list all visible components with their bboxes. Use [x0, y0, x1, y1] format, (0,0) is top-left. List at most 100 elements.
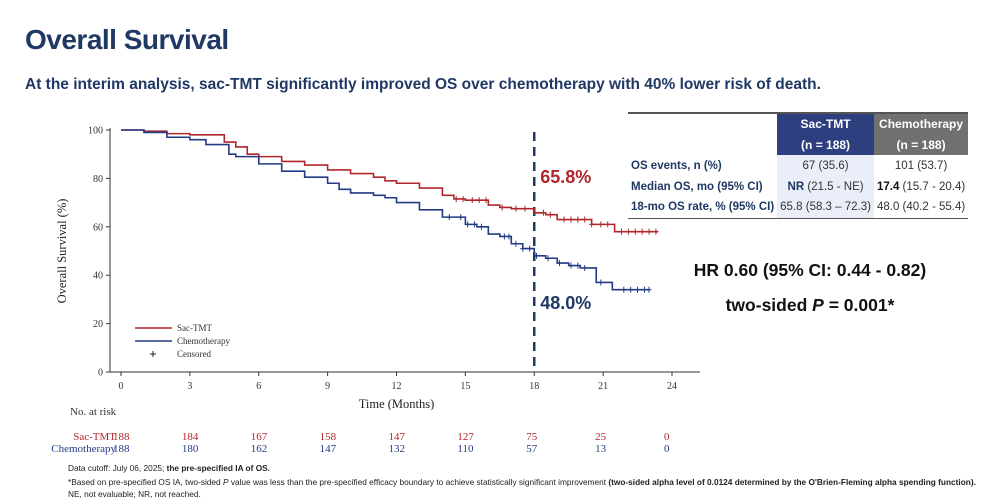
- header-sac-n: (n = 188): [777, 134, 874, 155]
- censor-mark: [501, 233, 507, 240]
- risk-count: 57: [526, 443, 538, 455]
- chemo-value: 101 (53.7): [874, 155, 968, 176]
- censor-mark: [513, 240, 519, 247]
- os-summary-table: Sac-TMT Chemotherapy (n = 188) (n = 188) O…: [628, 112, 969, 219]
- table-row: OS events, n (%) 67 (35.6) 101 (53.7): [628, 155, 968, 176]
- sac-value: 67 (35.6): [777, 155, 874, 176]
- censor-mark: [465, 221, 471, 228]
- risk-count: 0: [664, 431, 670, 443]
- sac-text: 67 (35.6): [802, 159, 849, 172]
- y-tick-label: 20: [93, 319, 103, 330]
- censor-mark: [653, 228, 659, 235]
- risk-row-label: Sac-TMT: [73, 431, 116, 443]
- censor-mark: [472, 221, 478, 228]
- censor-mark: [522, 205, 528, 212]
- x-tick-label: 21: [598, 381, 608, 392]
- fn-b: the pre-specified IA of OS.: [166, 463, 270, 473]
- censor-mark: [527, 245, 533, 252]
- censor-mark: [446, 214, 452, 221]
- y-tick-label: 0: [98, 368, 103, 379]
- footnote-p: *Based on pre-specified OS IA, two-sided…: [68, 477, 976, 487]
- risk-title: No. at risk: [70, 406, 117, 418]
- censor-mark: [628, 286, 634, 293]
- x-tick-label: 6: [256, 381, 261, 392]
- censor-mark: [598, 279, 604, 286]
- legend-label: Censored: [177, 349, 211, 359]
- km-curve-sac: [121, 129, 659, 233]
- risk-count: 0: [664, 443, 670, 455]
- censor-mark: [506, 233, 512, 240]
- fn-c: (two-sided alpha level of 0.0124 determi…: [608, 477, 976, 487]
- p-italic: P: [812, 295, 824, 315]
- censor-mark: [561, 216, 567, 223]
- page-subtitle: At the interim analysis, sac-TMT signifi…: [25, 76, 821, 93]
- sac-text: (21.5 - NE): [804, 180, 864, 193]
- censor-mark: [458, 214, 464, 221]
- chemo-value: 17.4 (15.7 - 20.4): [874, 176, 968, 197]
- censor-mark: [598, 221, 604, 228]
- censor-mark: [545, 255, 551, 262]
- chemo-bold: 17.4: [876, 180, 900, 193]
- y-tick-label: 40: [93, 271, 103, 282]
- x-tick-label: 24: [667, 381, 677, 392]
- censor-mark: [547, 211, 553, 218]
- censor-mark: [646, 228, 652, 235]
- censor-mark: [639, 228, 645, 235]
- censor-mark: [641, 286, 647, 293]
- censor-mark: [618, 228, 624, 235]
- km-chart: 0 3 6 9 12 15 18 21 24 0 20 40 60 80 100 Time (Months) O…: [55, 126, 700, 410]
- table-row: Median OS, mo (95% CI) NR (21.5 - NE) 17…: [628, 176, 968, 197]
- censor-mark: [635, 286, 641, 293]
- risk-count: 13: [595, 443, 607, 455]
- x-axis-label: Time (Months): [359, 397, 435, 410]
- risk-count: 188: [113, 431, 130, 443]
- sac-bold: NR: [787, 180, 805, 193]
- censor-mark: [582, 264, 588, 271]
- risk-count: 188: [113, 443, 130, 455]
- row-label: Median OS, mo (95% CI): [631, 180, 763, 193]
- censor-mark: [625, 228, 631, 235]
- header-chemo-n: (n = 188): [873, 134, 969, 155]
- censor-mark: [605, 221, 611, 228]
- legend-label: Chemotherapy: [177, 336, 230, 346]
- fn-b: value was less than the pre-specified ef…: [228, 477, 609, 487]
- risk-count: 158: [319, 431, 337, 443]
- p-post: = 0.001*: [823, 295, 895, 315]
- censor-mark: [582, 216, 588, 223]
- risk-count: 147: [319, 443, 337, 455]
- risk-count: 147: [388, 431, 406, 443]
- censor-mark: [483, 197, 489, 204]
- legend-censor-icon: [150, 351, 156, 357]
- sac-text: 65.8 (58.3 – 72.3): [780, 201, 871, 214]
- censor-mark: [568, 216, 574, 223]
- y-tick-label: 80: [93, 174, 103, 185]
- censor-mark: [499, 204, 505, 211]
- chemo-text: 101 (53.7): [894, 159, 948, 172]
- censor-mark: [568, 262, 574, 269]
- x-tick-label: 18: [529, 381, 539, 392]
- fn-a: *Based on pre-specified OS IA, two-sided: [68, 477, 223, 487]
- censor-mark: [476, 197, 482, 204]
- censor-mark: [520, 245, 526, 252]
- chemo-value: 48.0 (40.2 - 55.4): [874, 197, 968, 218]
- censor-mark: [534, 252, 540, 259]
- chemo-text: 48.0 (40.2 - 55.4): [876, 201, 966, 214]
- x-tick-label: 12: [392, 381, 402, 392]
- y-axis-label: Overall Survival (%): [55, 199, 69, 304]
- censor-mark: [469, 197, 475, 204]
- censor-mark: [513, 205, 519, 212]
- risk-count: 184: [181, 431, 199, 443]
- censor-mark: [575, 262, 581, 269]
- risk-count: 167: [250, 431, 268, 443]
- censor-mark: [478, 223, 484, 230]
- sac-value: 65.8 (58.3 – 72.3): [777, 197, 874, 218]
- censor-mark: [589, 221, 595, 228]
- risk-count: 180: [181, 443, 199, 455]
- censor-mark: [621, 286, 627, 293]
- sac-value: NR (21.5 - NE): [777, 176, 874, 197]
- p-value: two-sided P = 0.001*: [640, 295, 980, 316]
- x-tick-label: 9: [325, 381, 330, 392]
- censor-mark: [575, 216, 581, 223]
- x-tick-label: 0: [119, 381, 124, 392]
- y-tick-label: 100: [88, 126, 103, 137]
